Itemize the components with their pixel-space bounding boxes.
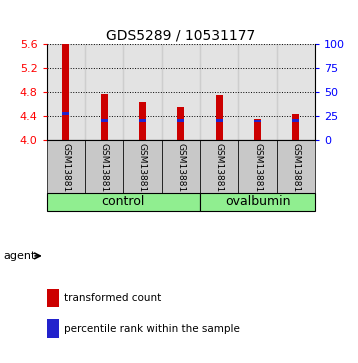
Text: GSM1388135: GSM1388135	[215, 143, 224, 204]
Bar	[277, 44, 315, 140]
Bar	[238, 44, 277, 140]
Text: ovalbumin: ovalbumin	[225, 195, 290, 208]
Text: GSM1388137: GSM1388137	[291, 143, 300, 204]
Bar	[161, 44, 200, 140]
Text: GSM1388136: GSM1388136	[253, 143, 262, 204]
FancyBboxPatch shape	[123, 140, 161, 193]
Bar	[62, 112, 69, 115]
Text: control: control	[102, 195, 145, 208]
FancyBboxPatch shape	[161, 140, 200, 193]
Bar	[139, 119, 146, 122]
Text: GSM1388134: GSM1388134	[176, 143, 185, 203]
Text: transformed count: transformed count	[64, 293, 162, 303]
Bar	[292, 114, 299, 140]
Bar	[216, 119, 223, 122]
Bar	[292, 119, 299, 122]
FancyBboxPatch shape	[277, 140, 315, 193]
FancyBboxPatch shape	[85, 140, 123, 193]
Bar	[47, 44, 85, 140]
Bar	[216, 95, 223, 140]
Bar	[123, 44, 161, 140]
Bar	[139, 102, 146, 140]
Text: GSM1388132: GSM1388132	[100, 143, 108, 203]
Bar	[177, 119, 184, 122]
Text: GSM1388131: GSM1388131	[61, 143, 70, 204]
FancyBboxPatch shape	[238, 140, 277, 193]
Title: GDS5289 / 10531177: GDS5289 / 10531177	[106, 28, 255, 42]
Bar	[200, 44, 238, 140]
Bar	[85, 44, 123, 140]
Text: agent: agent	[4, 251, 36, 261]
Text: GSM1388133: GSM1388133	[138, 143, 147, 204]
Bar	[101, 119, 107, 122]
Bar	[62, 44, 69, 140]
Bar	[254, 119, 261, 140]
Bar	[254, 120, 261, 122]
Bar	[177, 107, 184, 140]
FancyBboxPatch shape	[200, 193, 315, 211]
FancyBboxPatch shape	[200, 140, 238, 193]
FancyBboxPatch shape	[47, 140, 85, 193]
FancyBboxPatch shape	[47, 193, 200, 211]
Bar	[101, 94, 107, 140]
Text: percentile rank within the sample: percentile rank within the sample	[64, 323, 240, 334]
